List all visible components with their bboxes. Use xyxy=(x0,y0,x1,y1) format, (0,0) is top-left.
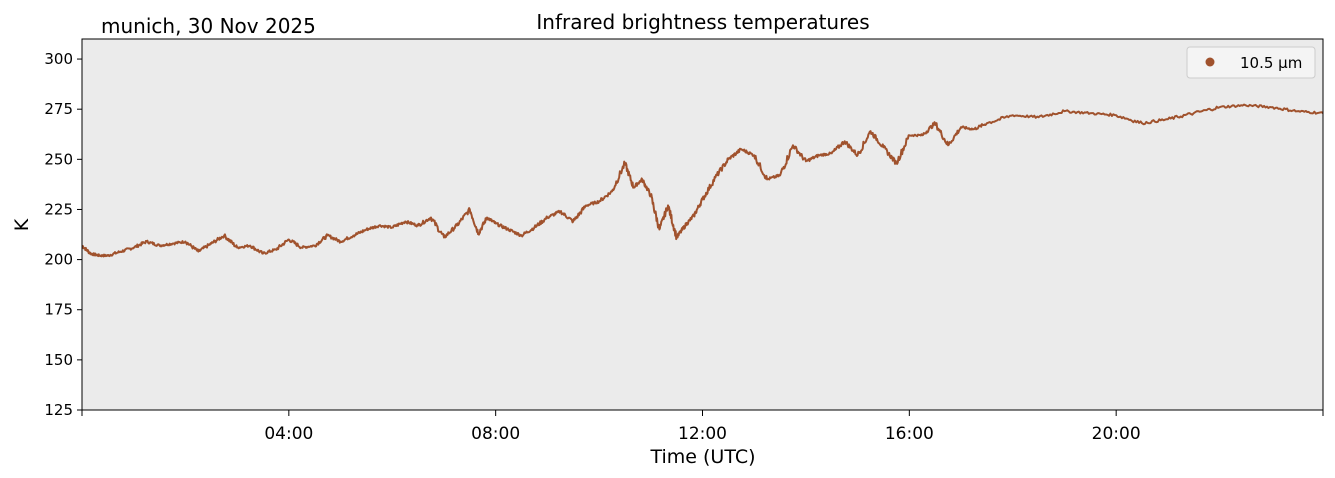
y-tick-label: 250 xyxy=(44,150,73,168)
series-line-0 xyxy=(81,103,1324,258)
y-axis-label: K xyxy=(11,218,33,231)
y-tick-label: 275 xyxy=(44,100,73,118)
x-tick-label: 12:00 xyxy=(678,424,727,444)
x-tick-label: 04:00 xyxy=(264,424,313,444)
x-axis-label: Time (UTC) xyxy=(649,446,755,468)
y-tick-label: 175 xyxy=(44,301,73,319)
x-tick-label: 20:00 xyxy=(1092,424,1141,444)
chart-title: Infrared brightness temperatures xyxy=(536,10,869,34)
y-tick-label: 200 xyxy=(44,251,73,269)
x-tick-label: 08:00 xyxy=(471,424,520,444)
legend: 10.5 µm xyxy=(1186,46,1316,79)
chart-subtitle: munich, 30 Nov 2025 xyxy=(101,14,316,38)
legend-box xyxy=(1186,46,1316,79)
y-tick-label: 225 xyxy=(44,200,73,218)
y-tick-label: 150 xyxy=(44,351,73,369)
legend-marker xyxy=(1205,57,1215,67)
legend-label: 10.5 µm xyxy=(1240,54,1302,72)
y-tick-label: 125 xyxy=(44,401,73,419)
y-tick-label: 300 xyxy=(44,50,73,68)
plot-area xyxy=(82,39,1323,410)
x-tick-label: 16:00 xyxy=(885,424,934,444)
